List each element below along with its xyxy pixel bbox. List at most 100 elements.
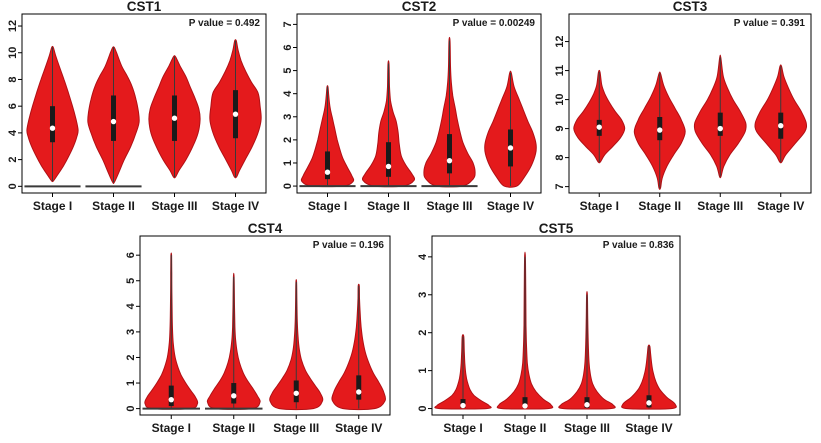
panel-cst1: CST1 P value = 0.492 0 2 4 6 8 10 12 Stage I Sta… — [2, 0, 274, 221]
x-axis-category-label: Stage III — [273, 421, 319, 435]
x-axis-category-label: Stage III — [426, 199, 472, 213]
plot-box — [21, 13, 267, 194]
y-axis-tick-label: 1 — [282, 160, 294, 166]
y-axis-tick-label: 0 — [282, 183, 294, 189]
iqr-box — [50, 106, 55, 143]
x-axis-category-label: Stage II — [367, 199, 410, 213]
violin-plot-cst3: 7 8 9 10 11 12 Stage I Stage II Stage III Stage I… — [554, 13, 812, 213]
iqr-box — [447, 134, 452, 174]
x-axis-category-label: Stage IV — [757, 199, 804, 213]
median-dot — [385, 163, 392, 170]
x-axis-category-label: Stage IV — [212, 199, 259, 213]
x-axis-category-label: Stage IV — [487, 199, 534, 213]
y-axis-tick-label: 2 — [417, 330, 429, 336]
iqr-box — [325, 151, 330, 180]
y-axis-tick-label: 7 — [554, 184, 566, 190]
y-axis-tick-label: 3 — [417, 292, 429, 298]
y-axis-tick-label: 4 — [125, 302, 137, 309]
panel-title-cst4: CST4 — [247, 221, 283, 236]
iqr-box — [168, 385, 174, 407]
p-value-label-cst2: P value = 0.00249 — [452, 18, 535, 29]
y-axis-tick-label: 9 — [554, 126, 566, 132]
panel-cst5: CST5 P value = 0.836 0 1 2 3 4 Stage I Stage I… — [412, 222, 688, 443]
y-axis-tick-label: 12 — [7, 20, 19, 32]
median-dot — [293, 390, 299, 396]
x-axis-category-label: Stage I — [580, 199, 619, 213]
median-dot — [168, 396, 174, 403]
panel-title-cst5: CST5 — [538, 221, 574, 236]
y-axis-tick-label: 6 — [125, 252, 137, 258]
median-dot — [596, 124, 602, 130]
p-value-label-cst3: P value = 0.391 — [733, 18, 805, 29]
panel-cst2: CST2 P value = 0.00249 0 1 2 3 4 5 6 7 Stage I St… — [277, 0, 549, 221]
median-dot — [657, 127, 663, 133]
y-axis-tick-label: 3 — [125, 329, 137, 335]
violin-plot-cst2: 0 1 2 3 4 5 6 7 Stage I Stage II Stage III Stage IV — [282, 13, 542, 213]
y-axis-tick-label: 12 — [554, 35, 566, 47]
panel-title-cst1: CST1 — [126, 0, 162, 14]
panel-cst3: CST3 P value = 0.391 7 8 9 10 11 12 Stage I Sta… — [549, 0, 819, 221]
x-axis-category-label: Stage II — [92, 199, 135, 213]
y-axis-tick-label: 4 — [417, 253, 429, 260]
y-axis-tick-label: 0 — [7, 183, 19, 189]
x-axis-category-label: Stage II — [504, 421, 547, 435]
violin-plot-cst5: 0 1 2 3 4 Stage I Stage II Stage III Stage IV — [417, 235, 681, 435]
y-axis-tick-label: 1 — [125, 380, 137, 386]
plot-box — [296, 13, 542, 194]
plot-box — [568, 13, 812, 194]
y-axis-tick-label: 5 — [282, 68, 294, 74]
x-axis-category-label: Stage IV — [335, 421, 382, 435]
y-axis-tick-label: 4 — [282, 90, 294, 97]
p-value-label-cst4: P value = 0.196 — [312, 240, 384, 251]
y-axis-tick-label: 8 — [7, 76, 19, 82]
x-axis-category-label: Stage I — [33, 199, 72, 213]
x-axis-category-label: Stage IV — [625, 421, 672, 435]
median-dot — [778, 122, 784, 129]
panel-cst4: CST4 P value = 0.196 0 1 2 3 4 5 6 Stage I Stage… — [120, 222, 398, 443]
violin-plot-cst1: 0 2 4 6 8 10 12 Stage I Stage II Stage III Stage I… — [7, 13, 267, 213]
violin-plot-cst4: 0 1 2 3 4 5 6 Stage I Stage II Stage III Stage IV — [125, 235, 391, 435]
y-axis-tick-label: 2 — [125, 354, 137, 360]
y-axis-tick-label: 4 — [7, 129, 19, 136]
y-axis-tick-label: 5 — [125, 278, 137, 284]
median-dot — [231, 393, 237, 399]
y-axis-tick-label: 1 — [417, 368, 429, 374]
p-value-label-cst1: P value = 0.492 — [188, 18, 260, 29]
y-axis-tick-label: 6 — [282, 44, 294, 50]
y-axis-tick-label: 0 — [417, 406, 429, 412]
y-axis-tick-label: 11 — [554, 65, 566, 77]
y-axis-tick-label: 7 — [282, 21, 294, 27]
x-axis-category-label: Stage III — [151, 199, 197, 213]
iqr-box — [717, 112, 723, 136]
median-dot — [507, 145, 514, 151]
plot-box — [139, 235, 391, 416]
median-dot — [110, 118, 117, 125]
x-axis-category-label: Stage III — [697, 199, 743, 213]
median-dot — [232, 111, 239, 117]
plot-box — [431, 235, 681, 416]
y-axis-tick-label: 2 — [282, 137, 294, 143]
median-dot — [646, 400, 652, 406]
y-axis-tick-label: 8 — [554, 155, 566, 161]
iqr-box — [111, 95, 116, 141]
median-dot — [356, 389, 362, 395]
iqr-box — [356, 375, 362, 400]
median-dot — [324, 169, 331, 175]
x-axis-category-label: Stage II — [638, 199, 681, 213]
y-axis-tick-label: 10 — [7, 47, 19, 59]
x-axis-category-label: Stage I — [308, 199, 347, 213]
y-axis-tick-label: 10 — [554, 93, 566, 105]
median-dot — [522, 403, 528, 409]
panel-title-cst3: CST3 — [672, 0, 708, 14]
p-value-label-cst5: P value = 0.836 — [602, 240, 674, 251]
y-axis-tick-label: 0 — [125, 406, 137, 412]
x-axis-category-label: Stage I — [152, 421, 191, 435]
x-axis-category-label: Stage I — [443, 421, 482, 435]
x-axis-category-label: Stage III — [564, 421, 610, 435]
iqr-box — [522, 397, 528, 408]
median-dot — [171, 115, 178, 121]
median-dot — [49, 125, 56, 131]
x-axis-category-label: Stage II — [212, 421, 255, 435]
median-dot — [460, 402, 466, 409]
